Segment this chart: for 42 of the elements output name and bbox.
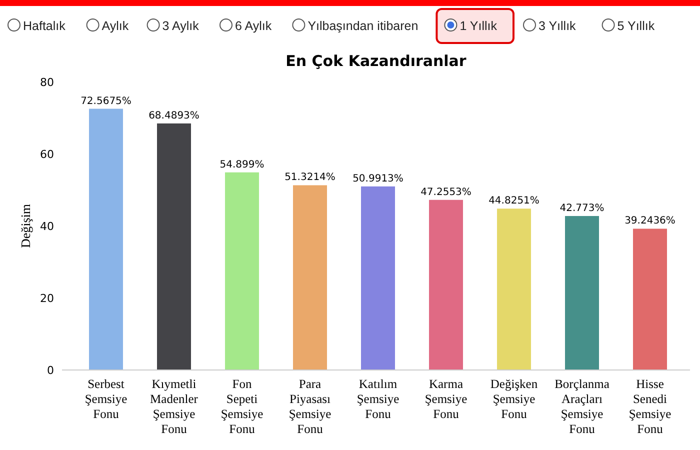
text: Aylık (102, 19, 130, 33)
text: 6 Aylık (235, 19, 272, 33)
x-tick-label: Hisse Senedi Şemsiye Fonu (628, 377, 672, 436)
bar (565, 216, 599, 370)
bar (157, 123, 191, 370)
text: 3 Yıllık (538, 19, 577, 33)
chart-title: En Çok Kazandıranlar (286, 52, 467, 70)
x-tick-label: Para Piyasası Şemsiye Fonu (288, 377, 332, 436)
y-tick-label: 0 (47, 364, 54, 377)
y-tick-label: 60 (40, 148, 54, 161)
data-label: 51.3214% (284, 172, 336, 184)
y-tick-label: 20 (40, 292, 54, 305)
bar (497, 208, 531, 370)
bar (225, 172, 259, 370)
x-tick-label: Kıymetli Madenler Şemsiye Fonu (150, 377, 199, 436)
x-tick-label: Serbest Şemsiye Fonu (84, 377, 128, 421)
text: Yılbaşından itibaren (308, 19, 418, 33)
text: 3 Aylık (162, 19, 200, 33)
data-label: 39.2436% (624, 216, 676, 227)
data-label: 72.5675% (80, 96, 132, 107)
x-tick-label: Borçlanma Araçları Şemsiye Fonu (554, 377, 610, 436)
y-tick-label: 40 (40, 220, 54, 233)
x-tick-label: Katılım Şemsiye Fonu (356, 377, 400, 421)
x-tick-label: Fon Sepeti Şemsiye Fonu (220, 377, 264, 436)
x-tick-label: Karma Şemsiye Fonu (424, 377, 468, 421)
data-label: 44.8251% (488, 196, 540, 207)
x-tick-label: Değişken Şemsiye Fonu (490, 377, 538, 421)
text: 5 Yıllık (617, 19, 656, 33)
y-axis-title: Değişim (18, 204, 33, 248)
text: Haftalık (23, 19, 66, 33)
bar (293, 185, 327, 370)
data-label: 42.773% (560, 203, 604, 214)
data-label: 47.2553% (420, 186, 472, 198)
bar (361, 186, 395, 370)
data-label: 50.9913% (352, 173, 404, 184)
bar (89, 108, 123, 370)
bar (429, 200, 463, 370)
data-label: 54.899% (220, 159, 264, 170)
y-tick-label: 80 (40, 76, 54, 89)
data-label: 68.4893% (148, 110, 200, 122)
bar (633, 228, 667, 370)
text: 1 Yıllık (460, 19, 498, 33)
